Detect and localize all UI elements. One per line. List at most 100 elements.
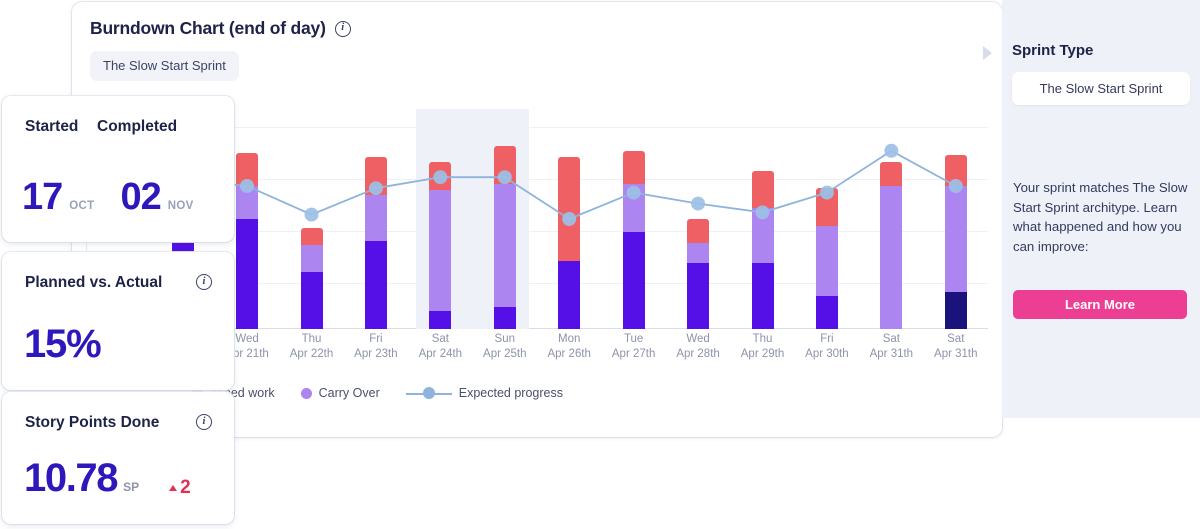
gridline bbox=[86, 179, 988, 180]
expected-progress-point[interactable] bbox=[433, 170, 448, 185]
bar-segment bbox=[815, 188, 838, 226]
bar-group[interactable] bbox=[558, 157, 581, 329]
bar-segment bbox=[751, 170, 774, 208]
bar-segment bbox=[236, 219, 259, 329]
bar-segment bbox=[558, 157, 581, 261]
bar-segment bbox=[300, 245, 323, 272]
legend-dot-icon bbox=[300, 387, 312, 399]
sidebar-description: Your sprint matches The Slow Start Sprin… bbox=[1013, 180, 1188, 254]
dates-card-values: 17 OCT 02 NOV bbox=[22, 178, 194, 216]
legend-dot-icon bbox=[422, 387, 435, 399]
expected-progress-path bbox=[117, 149, 957, 221]
expected-progress-point[interactable] bbox=[304, 207, 319, 222]
expected-progress-point[interactable] bbox=[755, 205, 770, 220]
bar-segment bbox=[364, 194, 387, 241]
gridline bbox=[86, 231, 988, 232]
x-axis-label: Thu Apr 29th bbox=[740, 333, 785, 360]
sidebar-sprint-chip[interactable]: The Slow Start Sprint bbox=[1012, 72, 1190, 105]
started-month: OCT bbox=[69, 200, 95, 212]
sprint-dates-card: Started Completed 17 OCT 02 NOV bbox=[2, 96, 234, 242]
bar-segment bbox=[815, 296, 838, 329]
gridline bbox=[86, 283, 988, 284]
planned-vs-actual-title: Planned vs. Actual bbox=[25, 274, 163, 291]
story-points-done-card: Story Points Done i 10.78 SP 2 bbox=[2, 392, 234, 524]
info-icon[interactable]: i bbox=[196, 274, 212, 290]
planned-vs-actual-card: Planned vs. Actual i 15% bbox=[2, 252, 234, 390]
bar-group[interactable] bbox=[687, 219, 710, 329]
bar-segment bbox=[880, 186, 903, 329]
learn-more-button[interactable]: Learn More bbox=[1013, 290, 1187, 319]
gridline bbox=[86, 127, 988, 128]
sprint-chip[interactable]: The Slow Start Sprint bbox=[90, 51, 239, 81]
legend-label: Carry Over bbox=[318, 386, 380, 400]
story-points-value: 10.78 bbox=[24, 456, 119, 500]
bar-segment bbox=[236, 186, 259, 219]
expected-progress-point[interactable] bbox=[884, 143, 899, 158]
expected-progress-point[interactable] bbox=[626, 185, 641, 200]
bar-group[interactable] bbox=[815, 188, 838, 329]
bar-segment bbox=[622, 232, 645, 329]
x-axis-label: Sat Apr 31th bbox=[869, 333, 914, 360]
x-axis-label: Fri Apr 23th bbox=[354, 333, 398, 360]
chart-header: Burndown Chart (end of day) i bbox=[90, 18, 351, 39]
bar-segment bbox=[236, 153, 259, 186]
sprint-type-sidebar: Sprint Type The Slow Start Sprint Your s… bbox=[1002, 0, 1200, 418]
legend-item[interactable]: Expected progress bbox=[405, 386, 563, 400]
bar-segment bbox=[558, 260, 581, 329]
info-icon[interactable]: i bbox=[196, 414, 212, 430]
completed-value: 02 NOV bbox=[120, 178, 193, 216]
x-axis-label: Thu Apr 22th bbox=[289, 333, 334, 360]
bar-layer bbox=[86, 109, 988, 329]
chart-legend: anned work Carry Over Expected progress bbox=[192, 386, 563, 400]
expected-progress-point[interactable] bbox=[368, 181, 383, 196]
expected-progress-point[interactable] bbox=[562, 212, 577, 226]
bar-segment bbox=[751, 263, 774, 329]
delta-value: 2 bbox=[180, 477, 191, 498]
bar-segment bbox=[944, 155, 967, 187]
x-axis-label: Mon Apr 26th bbox=[547, 333, 591, 360]
page-title: Burndown Chart (end of day) bbox=[90, 18, 326, 38]
x-axis-label: Fri Apr 30th bbox=[805, 333, 849, 360]
x-axis-label: Sat Apr 31th bbox=[934, 333, 978, 360]
x-axis-label: Wed Apr 28th bbox=[676, 333, 720, 360]
bar-segment bbox=[429, 190, 452, 312]
bar-group[interactable] bbox=[236, 153, 259, 329]
expected-progress-point[interactable] bbox=[819, 185, 834, 200]
bar-group[interactable] bbox=[751, 170, 774, 329]
bar-segment bbox=[622, 150, 645, 184]
bar-segment bbox=[687, 243, 710, 263]
expected-progress-point[interactable] bbox=[691, 196, 706, 211]
bar-segment bbox=[880, 161, 903, 186]
started-value: 17 OCT bbox=[22, 178, 94, 216]
started-label: Started bbox=[25, 118, 79, 135]
info-icon[interactable]: i bbox=[334, 20, 351, 37]
x-axis-line bbox=[86, 328, 988, 329]
bar-group[interactable] bbox=[944, 155, 967, 329]
bar-segment bbox=[687, 263, 710, 329]
bar-segment bbox=[300, 227, 323, 246]
bar-segment bbox=[944, 291, 967, 329]
bar-segment bbox=[429, 311, 452, 329]
completed-month: NOV bbox=[167, 200, 194, 212]
bar-group[interactable] bbox=[300, 227, 323, 329]
play-triangle-icon[interactable] bbox=[983, 46, 992, 60]
expected-progress-line bbox=[117, 143, 963, 226]
story-points-value-row: 10.78 SP 2 bbox=[24, 458, 191, 499]
bar-segment bbox=[493, 307, 516, 329]
x-axis-label: Sun Apr 25th bbox=[483, 333, 527, 360]
expected-progress-point[interactable] bbox=[240, 179, 255, 193]
expected-progress-point[interactable] bbox=[948, 179, 963, 193]
bar-segment bbox=[493, 183, 516, 307]
bar-segment bbox=[300, 271, 323, 329]
sidebar-title: Sprint Type bbox=[1012, 42, 1094, 59]
completed-day: 02 bbox=[120, 176, 161, 218]
bar-group[interactable] bbox=[880, 161, 903, 329]
bar-segment bbox=[815, 225, 838, 296]
bar-segment bbox=[944, 186, 967, 292]
expected-progress-point[interactable] bbox=[497, 170, 512, 185]
legend-item[interactable]: Carry Over bbox=[300, 386, 380, 400]
planned-vs-actual-value: 15% bbox=[24, 322, 102, 366]
caret-down-icon bbox=[169, 485, 178, 491]
bar-segment bbox=[751, 208, 774, 263]
